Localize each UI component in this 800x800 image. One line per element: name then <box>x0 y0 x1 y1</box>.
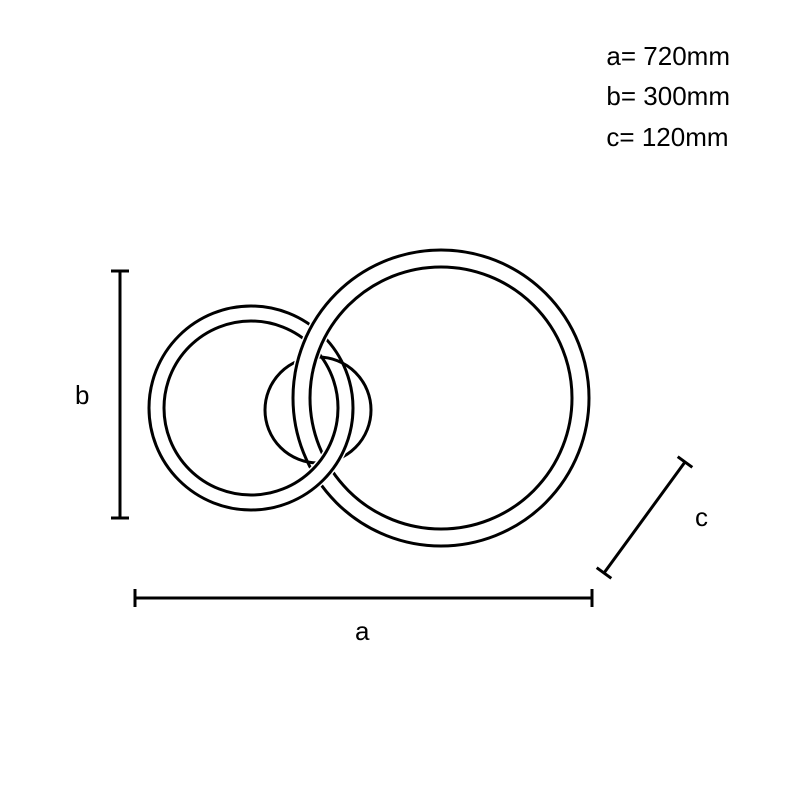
legend: a= 720mm b= 300mm c= 120mm <box>606 36 730 157</box>
label-b: b <box>75 380 89 411</box>
label-a: a <box>355 616 369 647</box>
dim-a <box>135 589 592 607</box>
label-c: c <box>695 502 708 533</box>
dim-b <box>111 271 129 518</box>
legend-c: c= 120mm <box>606 117 730 157</box>
dim-c <box>597 457 693 579</box>
drawing-canvas: a= 720mm b= 300mm c= 120mm b a c <box>0 0 800 800</box>
legend-b: b= 300mm <box>606 76 730 116</box>
legend-a: a= 720mm <box>606 36 730 76</box>
